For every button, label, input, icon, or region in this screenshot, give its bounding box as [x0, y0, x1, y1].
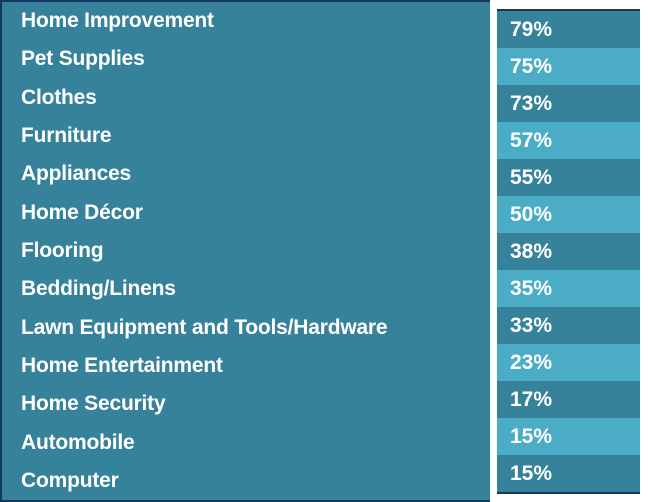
category-label: Home Improvement [21, 9, 214, 33]
category-label: Home Security [21, 392, 166, 416]
category-label: Lawn Equipment and Tools/Hardware [21, 315, 388, 339]
percent-value: 38% [510, 239, 553, 263]
percent-value: 15% [510, 461, 553, 485]
percent-cell: 33% [497, 307, 640, 344]
table-row: Lawn Equipment and Tools/Hardware [2, 309, 490, 347]
percent-cell: 15% [497, 418, 640, 455]
percent-value: 33% [510, 313, 553, 337]
percent-cell: 38% [497, 233, 640, 270]
category-label: Home Entertainment [21, 353, 223, 377]
percent-value: 35% [510, 276, 553, 300]
table-row: Furniture [2, 117, 490, 155]
percent-cell: 35% [497, 270, 640, 307]
percent-value: 75% [510, 54, 553, 78]
percent-value: 15% [510, 424, 553, 448]
table-row: Home Security [2, 385, 490, 423]
category-column: Home Improvement Pet Supplies Clothes Fu… [0, 0, 490, 502]
percent-value: 23% [510, 350, 553, 374]
category-label: Appliances [21, 162, 132, 186]
table-row: Clothes [2, 79, 490, 117]
category-label: Pet Supplies [21, 47, 145, 71]
category-label: Home Décor [21, 200, 143, 224]
table-row: Pet Supplies [2, 40, 490, 78]
table-row: Appliances [2, 155, 490, 193]
percent-cell: 73% [497, 85, 640, 122]
category-label: Computer [21, 468, 119, 492]
table-row: Bedding/Linens [2, 270, 490, 308]
percent-cell: 75% [497, 48, 640, 85]
percent-cell: 79% [497, 11, 640, 48]
percent-cell: 15% [497, 455, 640, 492]
category-label: Flooring [21, 239, 104, 263]
category-label: Furniture [21, 124, 112, 148]
table-row: Automobile [2, 423, 490, 461]
percent-cell: 57% [497, 122, 640, 159]
percent-value: 79% [510, 17, 553, 41]
table-row: Home Entertainment [2, 347, 490, 385]
percent-column: 79% 75% 73% 57% 55% 50% 38% 35% 33% 23% … [497, 9, 640, 494]
percent-cell: 50% [497, 196, 640, 233]
percent-value: 73% [510, 91, 553, 115]
percent-value: 17% [510, 387, 553, 411]
percent-value: 57% [510, 128, 553, 152]
percent-cell: 55% [497, 159, 640, 196]
table-row: Home Décor [2, 194, 490, 232]
category-label: Clothes [21, 85, 97, 109]
table-row: Flooring [2, 232, 490, 270]
percent-cell: 23% [497, 344, 640, 381]
percent-value: 50% [510, 202, 553, 226]
category-label: Automobile [21, 430, 135, 454]
table-row: Computer [2, 462, 490, 500]
category-label: Bedding/Linens [21, 277, 176, 301]
percent-cell: 17% [497, 381, 640, 418]
table-row: Home Improvement [2, 2, 490, 40]
percent-value: 55% [510, 165, 553, 189]
